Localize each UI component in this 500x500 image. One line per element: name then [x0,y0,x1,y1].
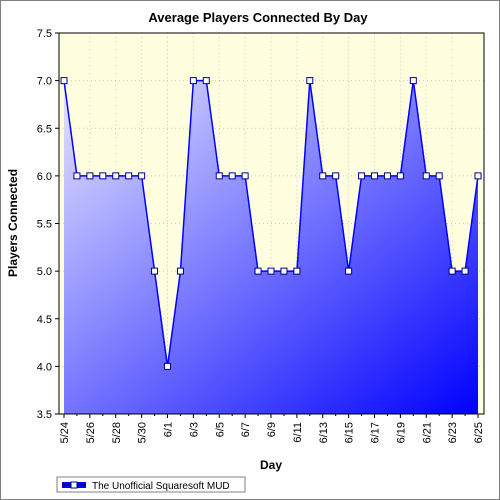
data-point [151,267,159,275]
data-point [306,77,314,85]
x-tick-label: 5/24 [59,422,71,443]
y-tick-label: 5.0 [37,266,52,278]
x-tick-label: 6/5 [214,422,226,437]
x-tick-label: 6/23 [447,422,459,443]
x-tick-label: 6/25 [473,422,485,443]
data-point [215,172,223,180]
legend-marker [70,481,78,489]
area-fill-group [64,80,478,414]
y-tick-label: 3.5 [37,409,52,421]
data-point [448,267,456,275]
data-point [358,172,366,180]
data-point [176,267,184,275]
x-tick-label: 6/19 [395,422,407,443]
y-tick-label: 7.0 [37,76,52,88]
x-tick-label: 6/17 [370,422,382,443]
data-point [409,77,417,85]
y-tick-label: 7.5 [37,28,52,40]
data-point [383,172,391,180]
x-tick-label: 6/11 [292,422,304,443]
chart-title: Average Players Connected By Day [148,10,368,25]
x-tick-label: 6/9 [266,422,278,437]
data-point [241,172,249,180]
data-point [228,172,236,180]
x-tick-label: 5/30 [137,422,149,443]
y-tick-label: 5.5 [37,219,52,231]
x-tick-label: 6/13 [318,422,330,443]
data-point [461,267,469,275]
data-point [474,172,482,180]
data-point [267,267,275,275]
data-point [254,267,262,275]
legend-label: The Unofficial Squaresoft MUD [92,481,230,492]
data-point [189,77,197,85]
x-axis-label: Day [260,458,282,472]
series-area [64,80,478,414]
data-point [422,172,430,180]
data-point [60,77,68,85]
data-point [319,172,327,180]
legend: The Unofficial Squaresoft MUD [56,476,246,493]
data-point [345,267,353,275]
x-tick-label: 6/3 [188,422,200,437]
data-point [73,172,81,180]
data-point [332,172,340,180]
data-point [112,172,120,180]
data-point [435,172,443,180]
data-point [396,172,404,180]
y-tick-label: 6.0 [37,171,52,183]
x-tick-label: 6/21 [421,422,433,443]
data-point [371,172,378,180]
y-axis: 3.5 4.0 4.5 5.0 5.5 6.0 6.5 7.0 7.5 [37,28,59,421]
x-tick-label: 5/26 [85,422,97,443]
data-point [293,267,301,275]
x-tick-label: 6/7 [240,422,252,437]
y-axis-label: Players Connected [6,169,20,277]
x-axis: 5/24 5/26 5/28 5/30 6/1 6/3 6/5 6/7 6/9 6/11 6/13 6… [59,414,485,443]
data-point [164,362,171,370]
legend-box [56,476,246,493]
x-tick-label: 6/15 [344,422,356,443]
data-point [280,267,288,275]
marker-group [60,77,482,370]
data-point [138,172,146,180]
data-point [86,172,94,180]
data-point [125,172,133,180]
y-tick-label: 4.0 [37,361,52,373]
x-tick-label: 6/1 [163,422,175,437]
data-point [99,172,107,180]
data-point [202,77,210,85]
y-tick-label: 4.5 [37,314,52,326]
y-tick-label: 6.5 [37,123,52,135]
x-tick-label: 5/28 [111,422,123,443]
